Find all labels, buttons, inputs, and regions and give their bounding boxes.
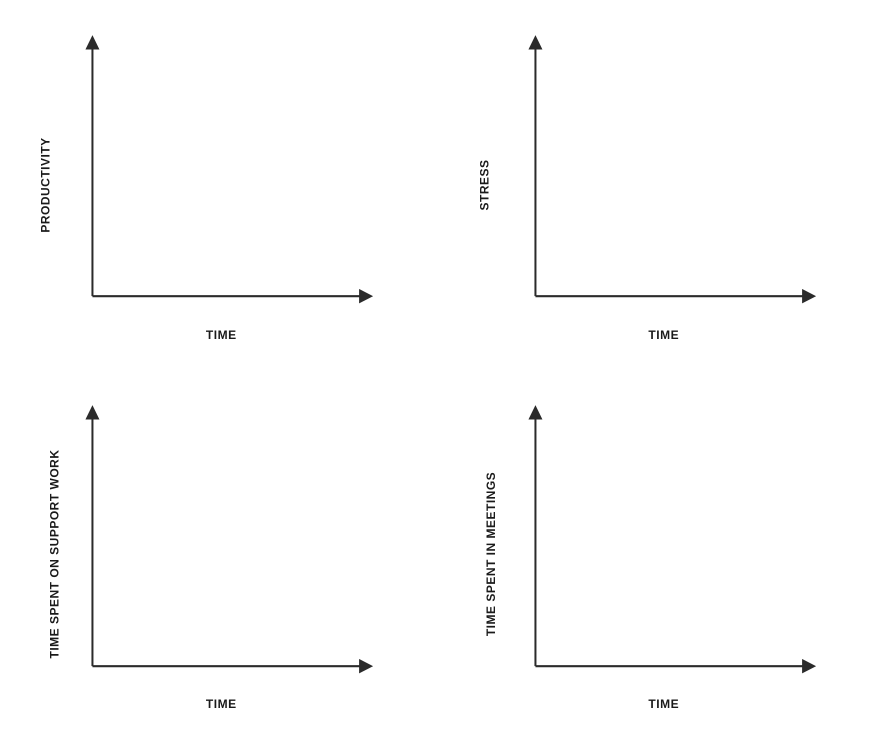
chart-stress: STRESS TIME bbox=[463, 30, 866, 340]
axes-svg bbox=[463, 30, 866, 340]
y-axis-label: TIME SPENT ON SUPPORT WORK bbox=[48, 450, 62, 659]
chart-meetings: TIME SPENT IN MEETINGS TIME bbox=[463, 400, 866, 710]
chart-grid: PRODUCTIVITY TIME STRESS TIME TIME S bbox=[0, 0, 885, 749]
chart-productivity: PRODUCTIVITY TIME bbox=[20, 30, 423, 340]
x-axis-label: TIME bbox=[648, 328, 679, 342]
x-axis-label: TIME bbox=[206, 697, 237, 711]
chart-support-work: TIME SPENT ON SUPPORT WORK TIME bbox=[20, 400, 423, 710]
y-axis-label: TIME SPENT IN MEETINGS bbox=[484, 472, 498, 636]
y-axis-label: PRODUCTIVITY bbox=[39, 137, 53, 232]
x-axis-label: TIME bbox=[206, 328, 237, 342]
axes-svg bbox=[20, 30, 423, 340]
x-axis-label: TIME bbox=[648, 697, 679, 711]
axes-svg bbox=[463, 400, 866, 710]
y-axis-label: STRESS bbox=[477, 159, 491, 210]
axes-svg bbox=[20, 400, 423, 710]
